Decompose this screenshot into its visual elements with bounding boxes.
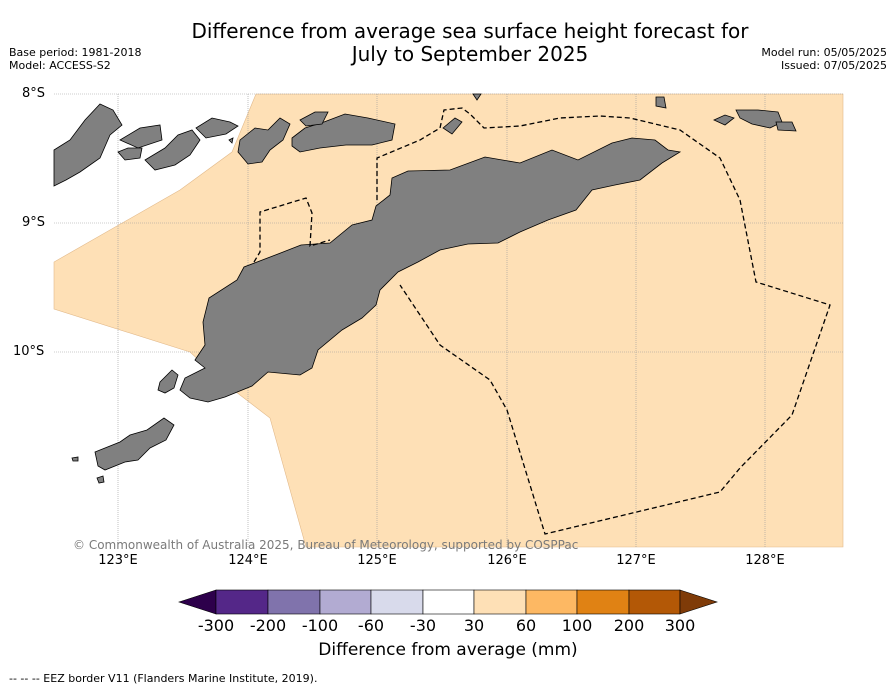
colorbar-tick: 200	[613, 616, 645, 635]
lon-label-127e: 127°E	[616, 553, 656, 568]
colorbar-tick: 30	[463, 616, 485, 635]
meta-right: Model run: 05/05/2025 Issued: 07/05/2025	[761, 46, 887, 72]
land-islet-a	[442, 117, 463, 135]
land-flores-east	[53, 103, 123, 187]
colorbar-tick: -30	[409, 616, 437, 635]
land-islet-b	[472, 93, 482, 101]
issued-date: Issued: 07/05/2025	[780, 59, 887, 72]
colorbar-tick: -200	[249, 616, 287, 635]
land-pantar	[144, 129, 201, 171]
model-name: Model: ACCESS-S2	[9, 59, 111, 72]
land-alor	[195, 117, 239, 139]
lat-label-8s: 8°S	[22, 86, 46, 101]
land-semau	[157, 369, 179, 394]
base-period: Base period: 1981-2018	[9, 46, 142, 59]
eez-border-oecusse	[253, 197, 331, 263]
land-islet-f	[775, 121, 797, 132]
colorbar-tick: -60	[357, 616, 385, 635]
colorbar-tick: -100	[301, 616, 339, 635]
model-run: Model run: 05/05/2025	[761, 46, 887, 59]
eez-border-main	[376, 107, 831, 535]
land-islet-g	[228, 137, 234, 144]
colorbar-tick: 60	[515, 616, 537, 635]
copyright-notice: © Commonwealth of Australia 2025, Bureau…	[73, 538, 579, 552]
colorbar-title: Difference from average (mm)	[318, 640, 578, 660]
lon-label-123e: 123°E	[98, 553, 138, 568]
land-islet-c	[655, 96, 667, 109]
title-line-2: July to September 2025	[351, 42, 589, 66]
land-islet-rote	[96, 475, 105, 484]
land-islet-d	[713, 114, 735, 126]
land-wetar	[291, 113, 396, 153]
lat-label-10s: 10°S	[13, 344, 45, 359]
land-islet-e	[735, 109, 783, 129]
land-islet-small	[71, 456, 79, 462]
lon-label-125e: 125°E	[357, 553, 397, 568]
lat-label-9s: 9°S	[22, 215, 46, 230]
land-solor	[119, 124, 163, 149]
land	[53, 93, 797, 484]
map-title: Difference from average sea surface heig…	[150, 20, 790, 66]
eez-legend-note: -- -- -- EEZ border V11 (Flanders Marine…	[9, 672, 318, 685]
lon-label-126e: 126°E	[487, 553, 527, 568]
land-timor	[179, 137, 682, 403]
lon-label-128e: 128°E	[745, 553, 785, 568]
land-rote	[94, 417, 175, 471]
colorbar-tick: 300	[664, 616, 696, 635]
meta-left: Base period: 1981-2018 Model: ACCESS-S2	[9, 46, 141, 72]
eez-borders	[253, 107, 831, 535]
colorbar-tick: -300	[197, 616, 235, 635]
land-lembata	[117, 147, 143, 161]
title-line-1: Difference from average sea surface heig…	[191, 19, 749, 43]
lon-label-124e: 124°E	[228, 553, 268, 568]
colorbar-tick: 100	[561, 616, 593, 635]
land-alor-east	[237, 117, 291, 165]
land-wetar-islet	[299, 111, 329, 127]
